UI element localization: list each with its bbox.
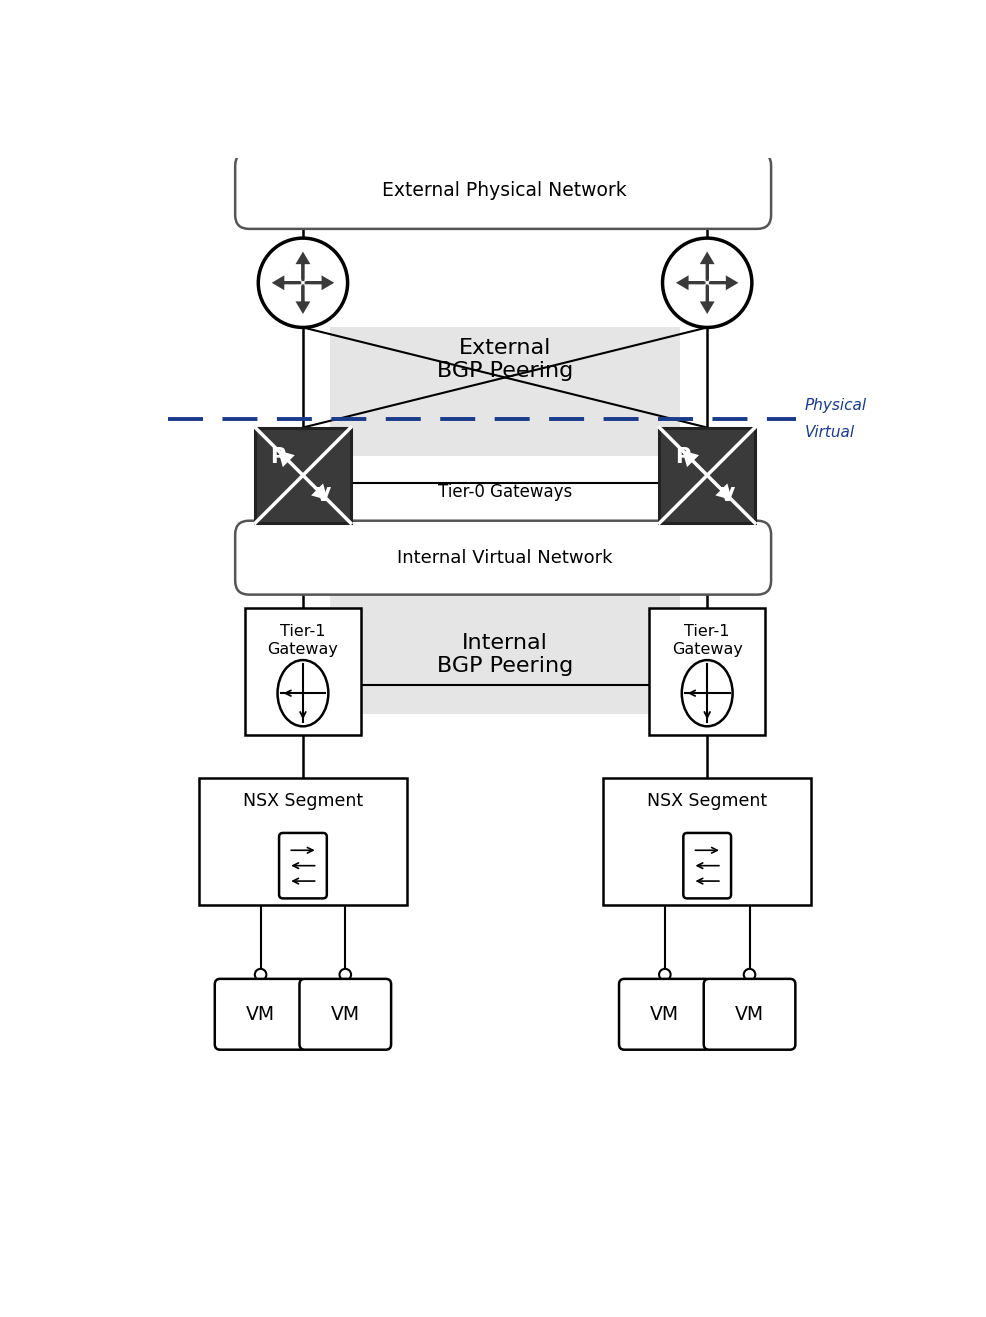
Text: Virtual: Virtual (805, 425, 854, 440)
Text: Internal Virtual Network: Internal Virtual Network (396, 549, 611, 566)
Text: External
BGP Peering: External BGP Peering (436, 338, 572, 382)
FancyBboxPatch shape (682, 832, 731, 898)
FancyArrow shape (683, 452, 702, 470)
Text: Tier-1
Gateway: Tier-1 Gateway (671, 624, 741, 657)
FancyArrow shape (711, 479, 730, 499)
Bar (329, 328, 679, 456)
Bar (245, 608, 360, 735)
Text: VM: VM (246, 1005, 275, 1023)
Text: VM: VM (650, 1005, 678, 1023)
FancyArrow shape (298, 254, 308, 279)
FancyBboxPatch shape (618, 979, 710, 1050)
Bar (649, 608, 764, 735)
FancyBboxPatch shape (299, 979, 390, 1050)
Ellipse shape (277, 660, 328, 726)
Bar (659, 428, 754, 523)
Text: External Physical Network: External Physical Network (382, 180, 626, 200)
Bar (602, 777, 810, 905)
Text: NSX Segment: NSX Segment (647, 792, 766, 810)
FancyArrow shape (274, 278, 300, 288)
Text: Physical: Physical (805, 398, 867, 412)
Text: P: P (270, 448, 286, 468)
FancyArrow shape (701, 254, 712, 279)
Text: Tier-0 Gateways: Tier-0 Gateways (437, 483, 571, 502)
Circle shape (258, 238, 347, 328)
Text: P: P (674, 448, 689, 468)
FancyBboxPatch shape (279, 832, 326, 898)
Text: NSX Segment: NSX Segment (243, 792, 363, 810)
Text: Tier-1
Gateway: Tier-1 Gateway (267, 624, 338, 657)
Circle shape (339, 969, 351, 980)
Bar (255, 428, 350, 523)
FancyArrow shape (298, 286, 308, 311)
Text: V: V (719, 486, 734, 504)
FancyBboxPatch shape (235, 151, 770, 229)
Circle shape (254, 969, 266, 980)
FancyArrow shape (710, 278, 735, 288)
FancyArrow shape (678, 278, 703, 288)
FancyArrow shape (701, 286, 712, 311)
Circle shape (743, 969, 754, 980)
Bar (329, 593, 679, 714)
Circle shape (659, 969, 669, 980)
Text: VM: VM (735, 1005, 763, 1023)
Circle shape (662, 238, 751, 328)
FancyBboxPatch shape (703, 979, 795, 1050)
FancyBboxPatch shape (235, 520, 770, 595)
FancyArrow shape (306, 278, 331, 288)
Bar (199, 777, 406, 905)
FancyArrow shape (308, 479, 326, 499)
Ellipse shape (681, 660, 732, 726)
Text: Internal
BGP Peering: Internal BGP Peering (436, 633, 572, 677)
Text: V: V (316, 486, 330, 504)
Text: VM: VM (330, 1005, 360, 1023)
FancyBboxPatch shape (215, 979, 306, 1050)
FancyArrow shape (279, 452, 298, 470)
